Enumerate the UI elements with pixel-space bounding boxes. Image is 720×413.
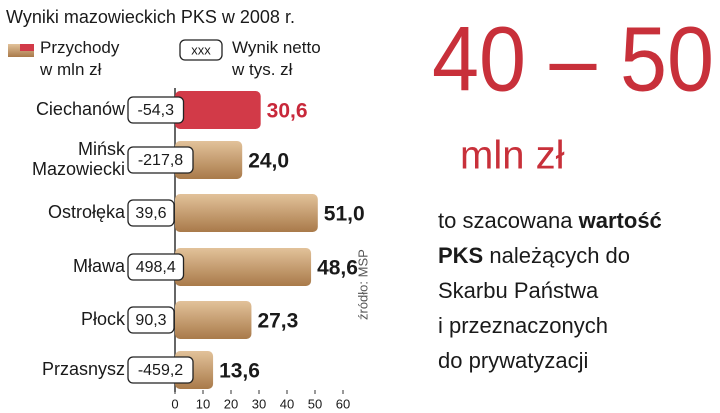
category-label: Mława	[73, 256, 126, 276]
value-label: 24,0	[248, 150, 289, 173]
x-tick-label: 40	[280, 396, 294, 411]
value-label: 13,6	[219, 360, 260, 383]
net-result-label: 498,4	[136, 259, 176, 276]
headline: 40 – 50	[432, 8, 714, 110]
value-label: 30,6	[267, 100, 308, 123]
text-segment: Skarbu Państwa	[438, 278, 599, 303]
x-tick-label: 30	[252, 396, 266, 411]
value-label: 27,3	[257, 310, 298, 333]
category-label: Płock	[81, 309, 126, 329]
text-line: PKS należących do	[438, 243, 630, 268]
text-line: Skarbu Państwa	[438, 278, 599, 303]
line: w mln zł	[39, 61, 102, 80]
x-tick-label: 50	[308, 396, 322, 411]
net-result-box	[127, 356, 194, 384]
headline-unit: mln zł	[460, 134, 565, 178]
net-result-label: -459,2	[138, 362, 183, 379]
text-line: to szacowana wartość	[438, 208, 662, 233]
legend-swatch	[20, 44, 34, 51]
bar	[175, 91, 261, 129]
text-line: i przeznaczonych	[438, 313, 608, 338]
category-label: Mińsk Mazowiecki	[32, 139, 126, 179]
x-tick-label: 0	[171, 396, 178, 411]
value-label: 48,6	[317, 257, 358, 280]
net-result-label: 39,6	[135, 205, 166, 222]
legend-label: Wynik netto w tys. zł	[231, 38, 321, 79]
net-result-label: -54,3	[138, 102, 175, 119]
category-label: Przasnysz	[42, 359, 125, 379]
net-result-box	[127, 253, 185, 281]
net-result-box	[127, 96, 185, 124]
x-tick-label: 60	[336, 396, 350, 411]
net-result-box	[127, 146, 194, 174]
net-result-label: -217,8	[138, 152, 183, 169]
value-label: 51,0	[324, 203, 365, 226]
bar	[175, 301, 252, 339]
x-tick-label: 10	[196, 396, 210, 411]
text-segment: i przeznaczonych	[438, 313, 608, 338]
chart-title: Wyniki mazowieckich PKS w 2008 r.	[6, 7, 295, 27]
line: Mazowiecki	[32, 159, 125, 179]
legend-sample: xxx	[191, 42, 211, 57]
legend-label: Przychody w mln zł	[39, 38, 120, 79]
net-result-label: 90,3	[135, 312, 166, 329]
text-segment: to szacowana	[438, 208, 579, 233]
net-result-box	[127, 306, 175, 334]
text-segment: PKS	[438, 243, 483, 268]
line: Przychody	[40, 38, 120, 57]
legend-box	[179, 39, 223, 61]
text-segment: wartość	[578, 208, 662, 233]
line: w tys. zł	[231, 61, 293, 80]
text-segment: należących do	[483, 243, 630, 268]
bar	[175, 194, 318, 232]
x-tick-label: 20	[224, 396, 238, 411]
bar	[175, 248, 312, 286]
net-result-box	[127, 199, 175, 227]
line: Mińsk	[78, 139, 126, 159]
text-segment: do prywatyzacji	[438, 348, 588, 373]
source: źródło: MSP	[355, 249, 370, 320]
line: Wynik netto	[232, 38, 321, 57]
category-label: Ciechanów	[36, 99, 126, 119]
text-line: do prywatyzacji	[438, 348, 588, 373]
category-label: Ostrołęka	[48, 202, 126, 222]
